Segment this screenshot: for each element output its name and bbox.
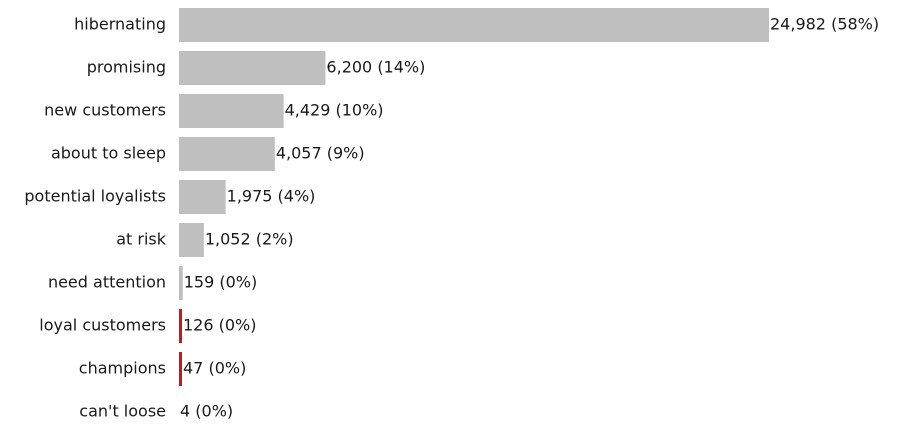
category-label-2: new customers [44,101,166,120]
bar-3 [179,137,275,171]
category-label-8: champions [79,359,166,378]
category-label-3: about to sleep [51,144,166,163]
category-label-5: at risk [116,230,167,249]
category-labels-group: hibernating promising new customers about t… [24,15,166,421]
value-label-1: 6,200 (14%) [326,58,425,77]
category-label-9: can't loose [79,402,166,421]
value-labels-group: 24,982 (58%) 6,200 (14%) 4,429 (10%) 4,057 … [180,15,879,421]
bars-group [179,8,769,386]
value-label-9: 4 (0%) [180,402,233,421]
bar-0 [179,8,769,42]
category-label-4: potential loyalists [24,187,166,206]
value-label-6: 159 (0%) [184,273,258,292]
bar-8 [179,352,182,386]
bar-7 [179,309,182,343]
bar-1 [179,51,326,85]
category-label-7: loyal customers [39,316,166,335]
value-label-3: 4,057 (9%) [276,144,365,163]
bar-5 [179,223,204,257]
category-label-6: need attention [48,273,166,292]
value-label-8: 47 (0%) [183,359,246,378]
bar-2 [179,94,284,128]
value-label-0: 24,982 (58%) [770,15,879,34]
value-label-2: 4,429 (10%) [285,101,384,120]
value-label-4: 1,975 (4%) [227,187,316,206]
category-label-0: hibernating [74,15,166,34]
value-label-7: 126 (0%) [183,316,257,335]
bar-4 [179,180,226,214]
value-label-5: 1,052 (2%) [205,230,294,249]
category-label-1: promising [87,58,166,77]
bar-6 [179,266,183,300]
